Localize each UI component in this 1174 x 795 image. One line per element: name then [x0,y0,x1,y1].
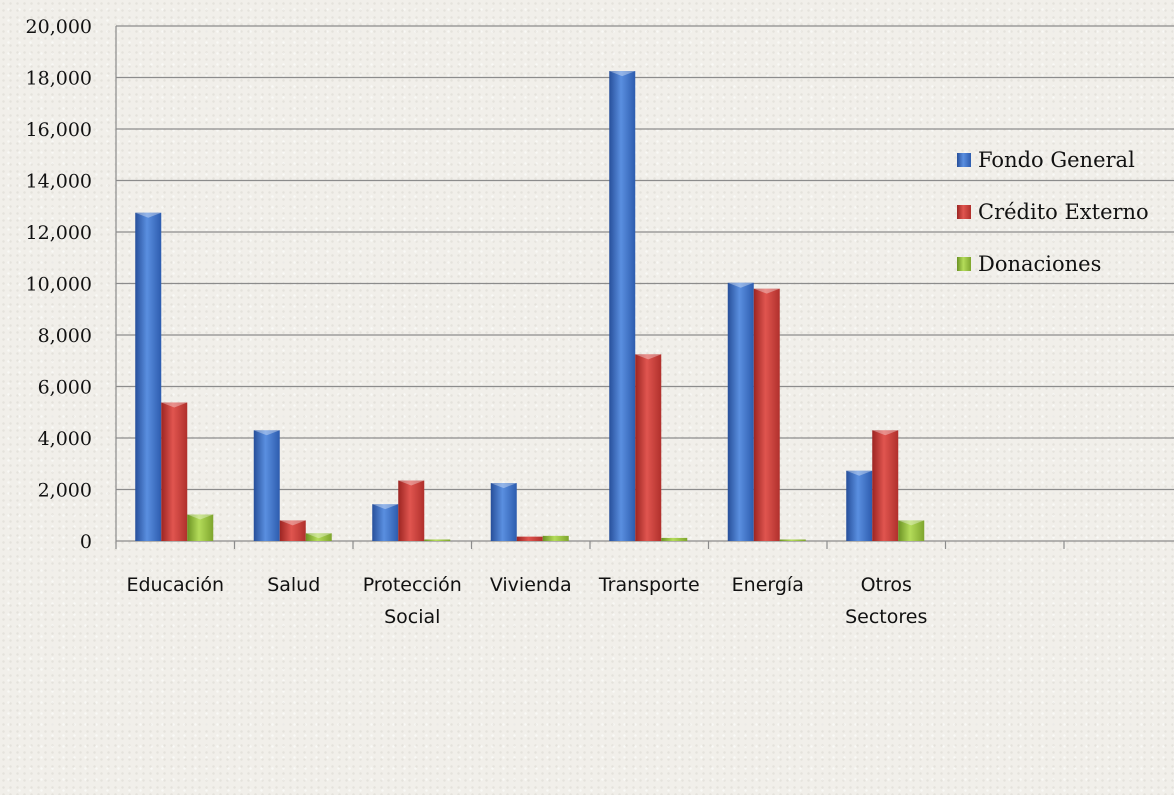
bar [779,539,806,541]
x-tick-label: Protección Social [363,574,462,628]
y-tick-label: 8,000 [38,325,92,347]
bar-highlight [279,520,306,526]
bar-highlight [372,504,399,510]
y-tick-label: 4,000 [38,428,92,450]
bar-highlight [846,470,873,476]
bar [542,535,569,541]
bar-highlight [872,430,899,436]
bar [424,539,451,541]
bar [609,71,636,541]
legend-label: Fondo General [978,148,1135,172]
bars [135,71,925,541]
legend-label: Crédito Externo [978,200,1149,224]
bar-highlight [753,288,780,294]
bar-highlight [635,354,662,360]
y-tick-label: 0 [80,531,92,553]
bar [187,514,214,541]
bar [161,402,188,541]
bar-highlight [898,520,925,526]
bar [372,504,399,541]
x-axis: Educación Salud Protección Social Vivienda Tr… [115,540,1174,628]
y-axis: 0 2,000 4,000 6,000 8,000 10,000 12,000 14,000 1… [26,16,117,553]
bar [872,430,899,541]
bar [727,282,754,541]
x-tick-label: Salud [267,574,320,596]
bar-highlight [135,212,162,218]
bar [279,520,306,541]
y-tick-label: 10,000 [26,274,92,296]
bar-highlight [727,282,754,288]
x-tick-label: Transporte [598,574,700,596]
y-tick-label: 2,000 [38,480,92,502]
legend: Fondo General Crédito Externo Donaciones [957,148,1149,276]
bar [753,288,780,541]
x-tick-label: Educación [126,574,224,596]
y-tick-label: 20,000 [26,16,92,38]
bar [305,533,332,541]
x-tick-label: Energía [732,574,804,596]
bar-highlight [305,533,332,539]
bar [661,537,688,541]
bar-highlight [161,402,188,408]
bar [635,354,662,541]
bar-highlight [490,483,517,489]
y-tick-label: 12,000 [26,222,92,244]
x-tick-label: Vivienda [490,574,572,596]
bar [490,483,517,541]
bar [898,520,925,541]
y-tick-label: 14,000 [26,171,92,193]
x-tick-label: Otros Sectores [845,574,927,628]
bar [516,536,543,541]
bar [135,212,162,541]
y-tick-label: 18,000 [26,68,92,90]
bar-highlight [187,514,214,520]
bar-highlight [609,71,636,77]
legend-label: Donaciones [978,252,1101,276]
bar [253,430,280,541]
bar-highlight [398,480,425,486]
legend-swatch [957,205,971,219]
y-tick-label: 16,000 [26,119,92,141]
bar-highlight [253,430,280,436]
legend-swatch [957,153,971,167]
bar [846,470,873,541]
legend-swatch [957,257,971,271]
y-tick-label: 6,000 [38,377,92,399]
bar [398,480,425,541]
gridlines [116,25,1174,491]
